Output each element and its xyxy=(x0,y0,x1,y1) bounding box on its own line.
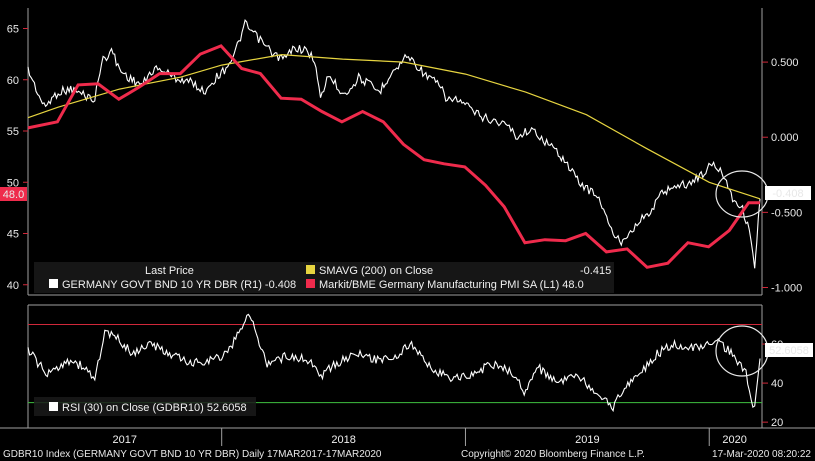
pmi-line xyxy=(27,44,760,269)
main-legend: Last Price GERMANY GOVT BND 10 YR DBR (R… xyxy=(34,262,614,293)
x-axis-year-label: 2018 xyxy=(331,434,355,446)
right-axis-tick-label: -0.500 xyxy=(771,207,802,219)
bund-yield-line xyxy=(27,18,761,269)
legend-swatch-bund xyxy=(49,279,58,288)
footer-timestamp: 17-Mar-2020 08:20:22 xyxy=(712,449,811,460)
left-axis-tick-label: 40 xyxy=(7,280,19,292)
right-axis-main: -1.000 -0.500 0.000 0.500 xyxy=(762,57,802,294)
pmi-last-value: 48.0 xyxy=(3,189,24,201)
rsi-line xyxy=(27,313,761,413)
bund-last-badge: -0.408 xyxy=(765,186,811,200)
rsi-legend: RSI (30) on Close (GDBR10) 52.6058 xyxy=(34,397,256,416)
bund-last-value: -0.408 xyxy=(772,188,803,200)
x-axis: 2017 2018 2019 2020 xyxy=(113,428,747,446)
footer-copyright: Copyright© 2020 Bloomberg Finance L.P. xyxy=(461,449,645,460)
right-axis-tick-label: 0.000 xyxy=(771,132,799,144)
left-axis: 40 45 50 55 60 65 xyxy=(7,24,28,292)
main-pane-series xyxy=(27,18,761,269)
left-axis-tick-label: 55 xyxy=(7,126,19,138)
right-axis-rsi: 204060 xyxy=(762,339,783,429)
legend-label-smavg: SMAVG (200) on Close xyxy=(319,265,433,277)
x-axis-year-label: 2017 xyxy=(113,434,137,446)
legend-label-rsi: RSI (30) on Close (GDBR10) 52.6058 xyxy=(62,402,247,414)
footer-index-label: GDBR10 Index (GERMANY GOVT BND 10 YR DBR… xyxy=(3,449,382,460)
chart-footer: GDBR10 Index (GERMANY GOVT BND 10 YR DBR… xyxy=(3,449,811,460)
pmi-last-badge: 48.0 xyxy=(0,187,27,201)
right-axis-tick-label: 0.500 xyxy=(771,57,799,69)
legend-swatch-smavg xyxy=(306,265,315,274)
rsi-pane-series xyxy=(27,313,761,413)
legend-label-pmi: Markit/BME Germany Manufacturing PMI SA … xyxy=(319,279,584,291)
x-axis-year-label: 2020 xyxy=(722,434,746,446)
left-axis-tick-label: 60 xyxy=(7,75,19,87)
rsi-last-value: 52.6058 xyxy=(769,345,809,357)
legend-label-bund: GERMANY GOVT BND 10 YR DBR (R1) -0.408 xyxy=(62,279,296,291)
smavg-line xyxy=(27,53,761,200)
legend-value-smavg: -0.415 xyxy=(580,265,611,277)
left-axis-tick-label: 65 xyxy=(7,24,19,36)
x-axis-year-label: 2019 xyxy=(575,434,599,446)
legend-header: Last Price xyxy=(145,265,194,277)
rsi-last-badge: 52.6058 xyxy=(765,343,813,357)
right-axis-tick-label: -1.000 xyxy=(771,282,802,294)
rsi-axis-tick-label: 40 xyxy=(771,378,783,390)
legend-swatch-pmi xyxy=(306,279,315,288)
left-axis-tick-label: 45 xyxy=(7,229,19,241)
left-axis-tick-label: 50 xyxy=(7,177,19,189)
legend-swatch-rsi xyxy=(49,402,58,411)
rsi-axis-tick-label: 20 xyxy=(771,417,783,429)
